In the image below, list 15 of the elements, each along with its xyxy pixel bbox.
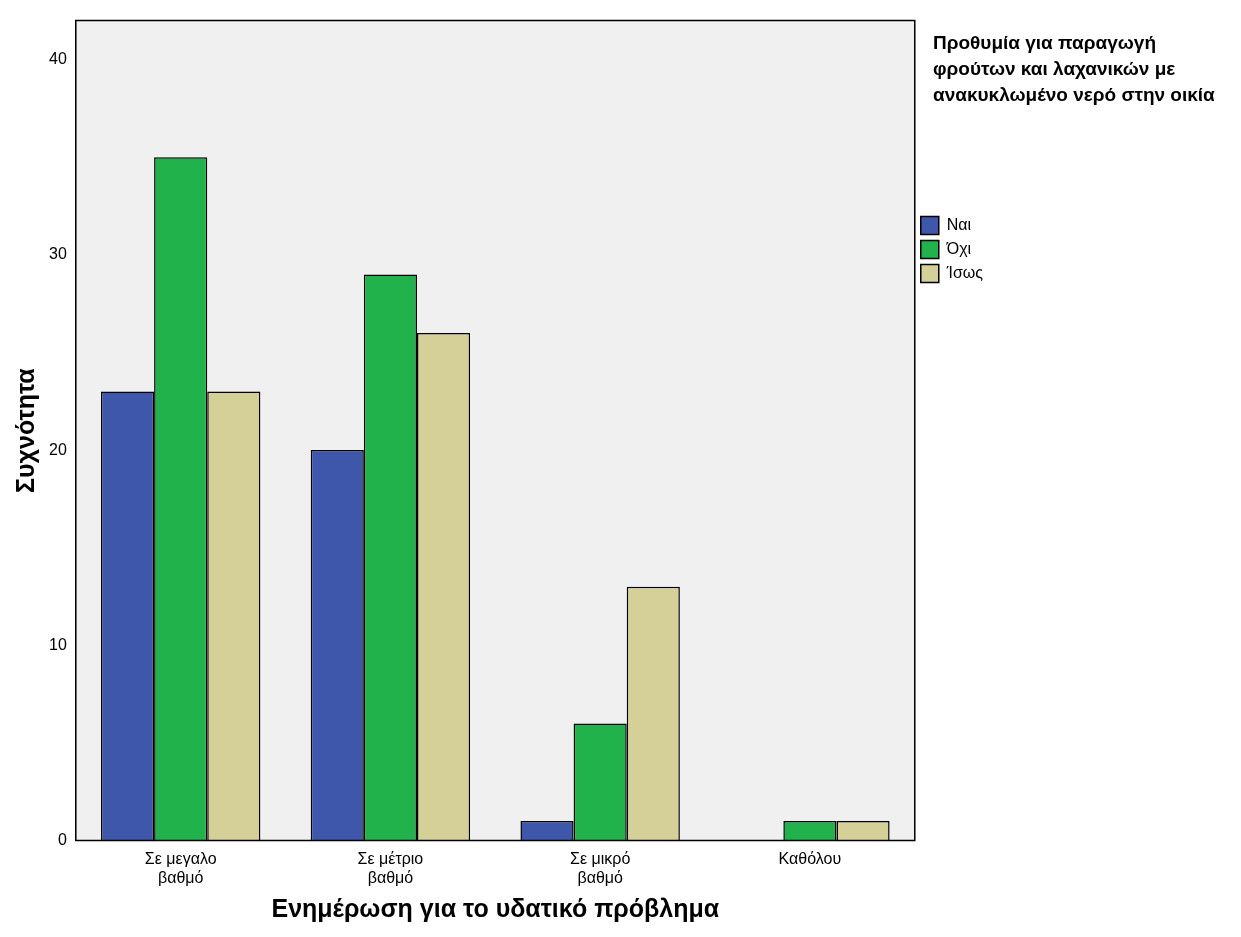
y-tick-label: 0 bbox=[57, 831, 67, 849]
y-tick-label: 40 bbox=[49, 50, 67, 68]
y-tick-label: 20 bbox=[49, 440, 67, 458]
y-tick-label: 10 bbox=[49, 635, 67, 653]
x-tick-label: Σε μεγαλο βαθμό bbox=[144, 849, 217, 886]
x-tick-label: Σε μέτριο βαθμό bbox=[357, 849, 424, 886]
x-axis-title: Ενημέρωση για το υδατικό πρόβλημα bbox=[271, 893, 720, 922]
legend-label: Ίσως bbox=[945, 263, 984, 281]
y-tick-label: 30 bbox=[49, 245, 67, 263]
legend-label: Όχι bbox=[945, 239, 972, 257]
x-tick-label: Καθόλου bbox=[778, 849, 842, 867]
x-tick-label: Σε μικρό βαθμό bbox=[570, 849, 631, 886]
y-axis-title: Συχνότητα bbox=[10, 367, 39, 493]
legend-label: Ναι bbox=[946, 215, 972, 233]
legend-title: Προθυμία για παραγωγή φρούτων και λαχανικών με ανακυκλωμένο νερό στην οικία bbox=[933, 30, 1228, 108]
